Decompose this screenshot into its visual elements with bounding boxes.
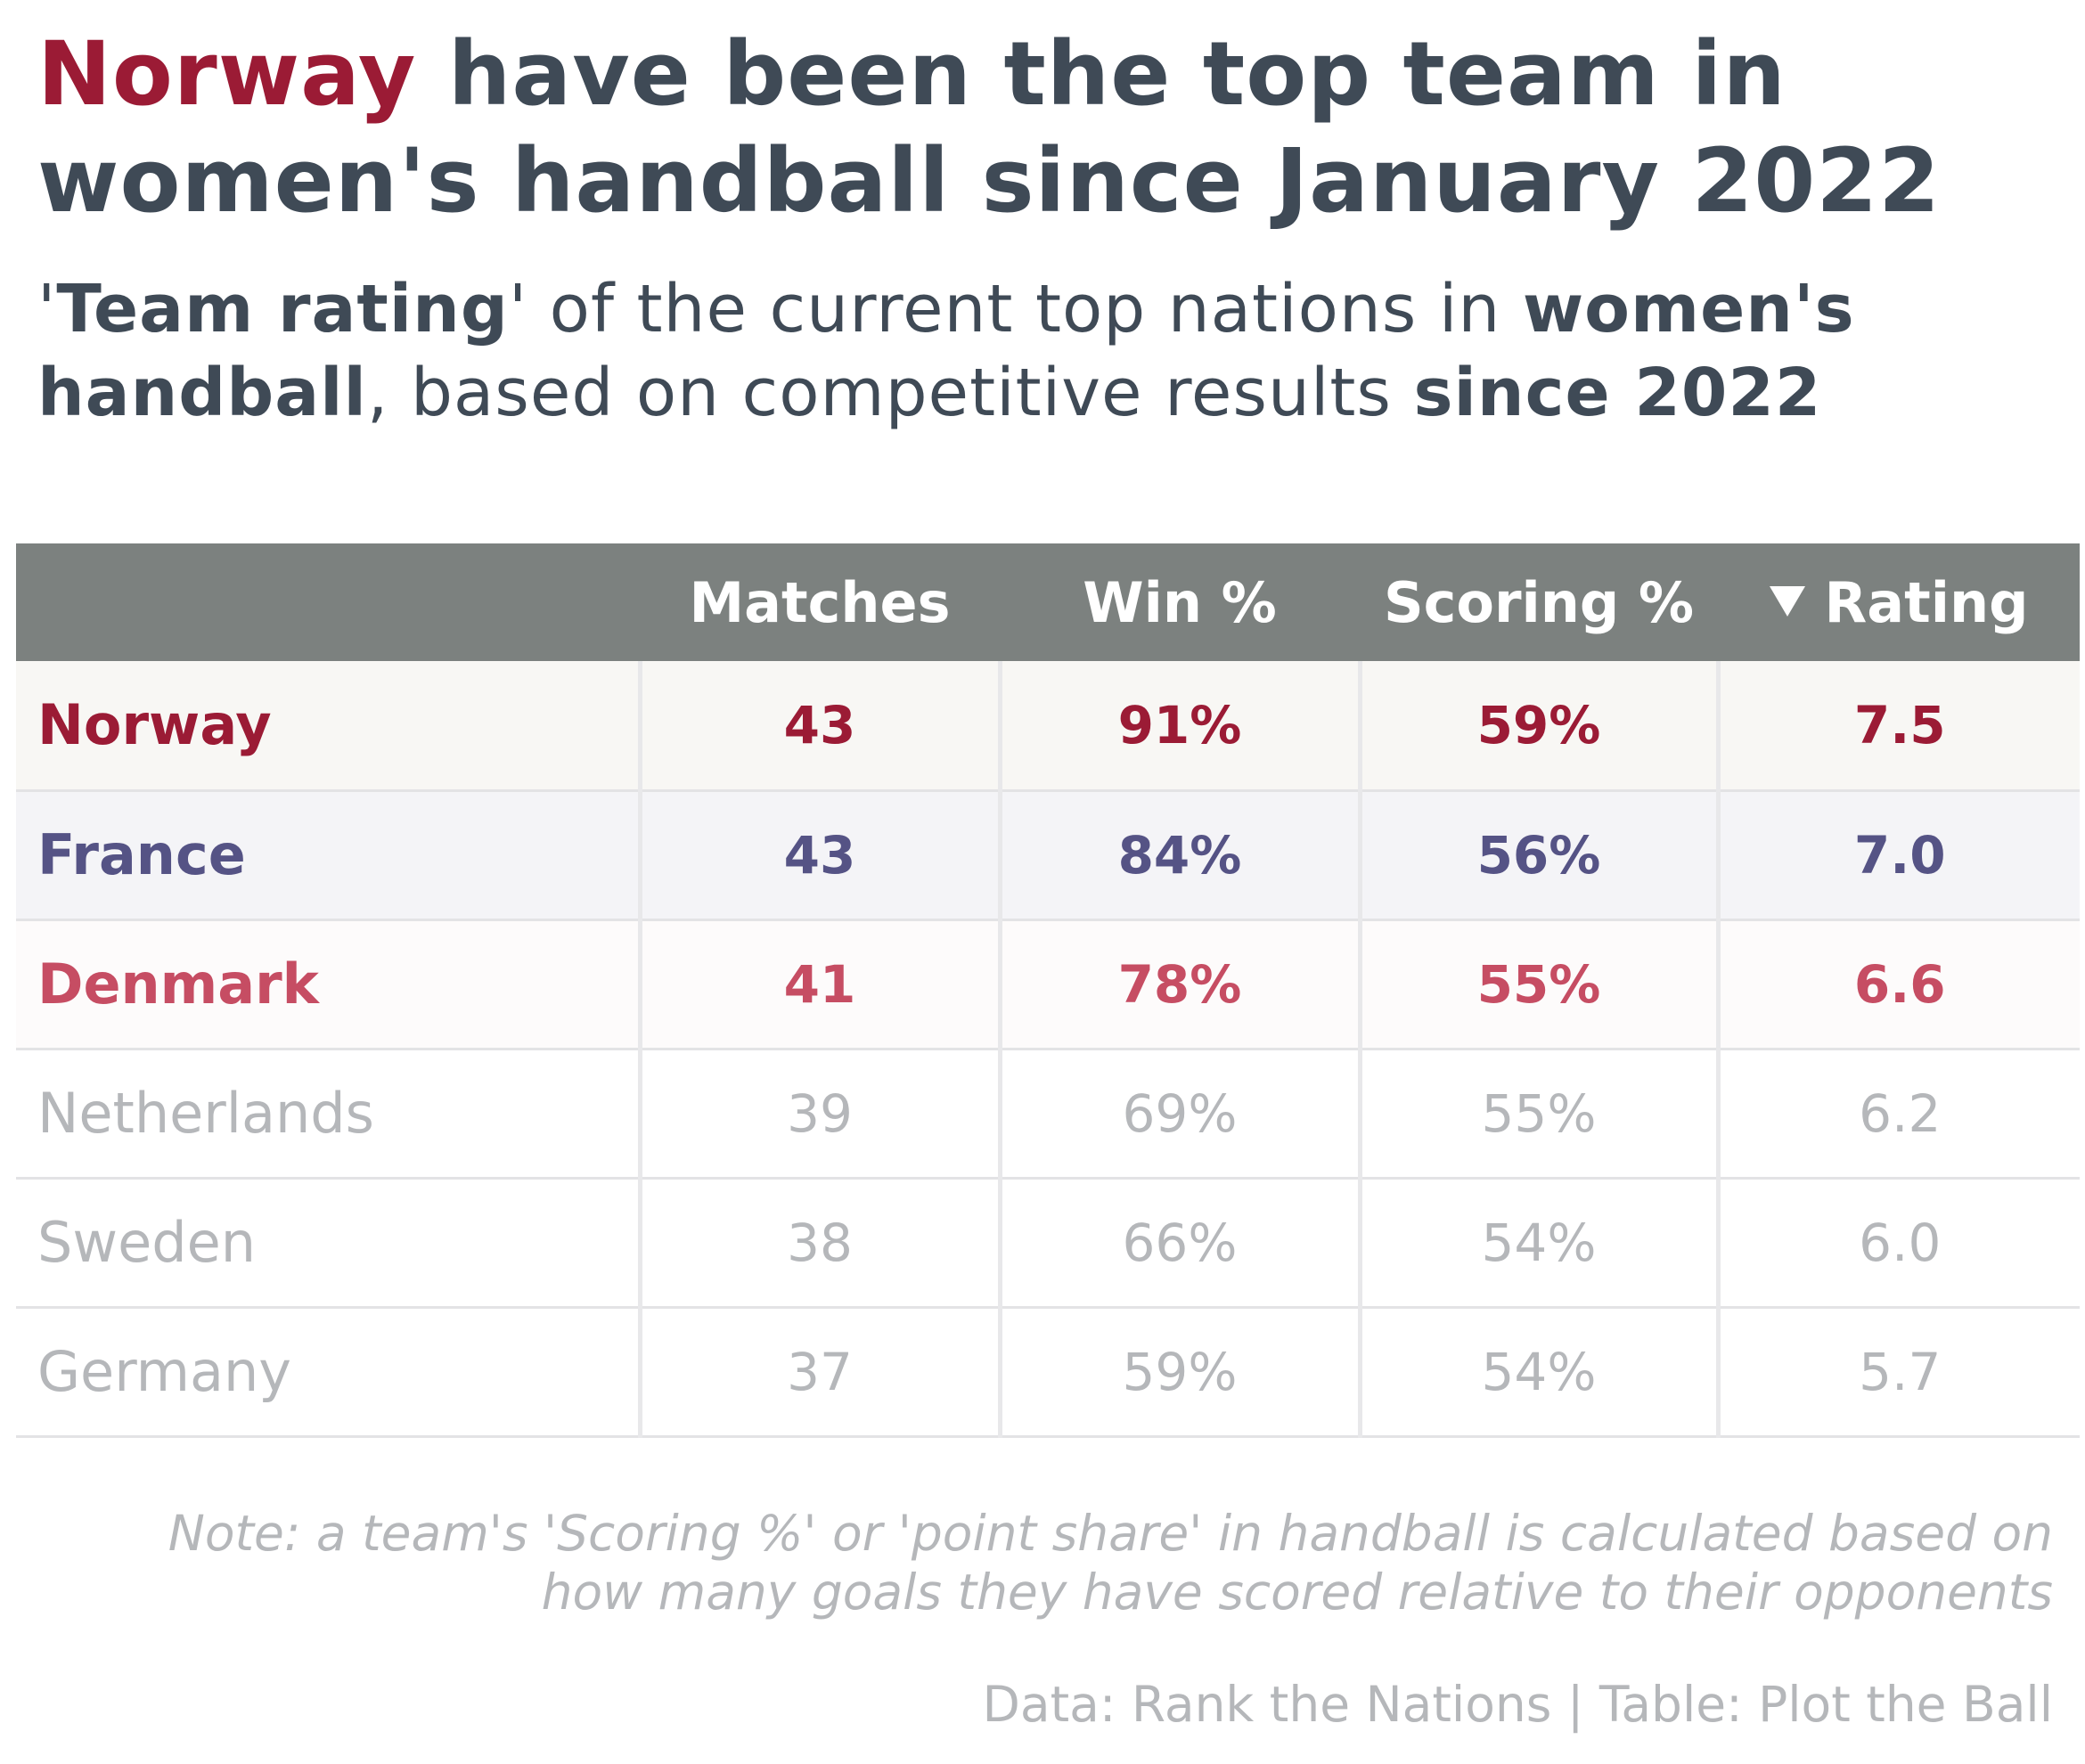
team-name: France	[37, 822, 246, 887]
chart-subtitle: 'Team rating' of the current top nations…	[37, 267, 2051, 435]
matches-cell: 39	[637, 1049, 1000, 1178]
table-row: France 43 84% 56% 7.0	[16, 790, 2080, 919]
team-name: Sweden	[37, 1210, 257, 1275]
matches-cell: 43	[637, 790, 1000, 919]
rating-cell: 6.6	[1715, 919, 2080, 1049]
rating-cell: 6.0	[1715, 1178, 2080, 1307]
matches-cell: 37	[637, 1307, 1000, 1436]
scoring-pct-cell: 54%	[1357, 1178, 1718, 1307]
header-team	[16, 543, 640, 661]
scoring-pct-cell: 55%	[1357, 1049, 1718, 1178]
matches-cell: 38	[637, 1178, 1000, 1307]
subtitle-bold1: Team rating	[56, 271, 509, 347]
scoring-pct-cell: 55%	[1357, 919, 1718, 1049]
sort-down-icon	[1769, 585, 1805, 617]
header-scoring-pct: Scoring %	[1383, 569, 1695, 635]
title-highlight: Norway	[37, 23, 417, 126]
subtitle-part1: '	[37, 271, 57, 347]
win-pct-cell: 69%	[997, 1049, 1360, 1178]
team-name: Denmark	[37, 951, 319, 1017]
rating-cell: 7.0	[1715, 790, 2080, 919]
scoring-pct-cell: 56%	[1357, 790, 1718, 919]
matches-cell: 41	[637, 919, 1000, 1049]
win-pct-cell: 84%	[997, 790, 1360, 919]
win-pct-cell: 78%	[997, 919, 1360, 1049]
scoring-pct-cell: 54%	[1357, 1307, 1718, 1436]
scoring-pct-cell: 59%	[1357, 661, 1718, 790]
header-rating-label: Rating	[1824, 569, 2029, 635]
header-rating: Rating	[1718, 543, 2080, 661]
footnote: Note: a team's 'Scoring %' or 'point sha…	[168, 1505, 2053, 1621]
rating-cell: 7.5	[1715, 661, 2080, 790]
source-credits: Data: Rank the Nations | Table: Plot the…	[982, 1676, 2053, 1733]
ratings-table: Matches Win % Scoring % Rating Norway 43…	[16, 543, 2080, 1438]
subtitle-bold2: women's handball	[37, 271, 1855, 431]
chart-title: Norway have been the top team in women's…	[37, 21, 2051, 235]
title-rest: have been the top team in women's handba…	[37, 23, 1941, 233]
win-pct-cell: 59%	[997, 1307, 1360, 1436]
rating-cell: 6.2	[1715, 1049, 2080, 1178]
subtitle-part3: , based on competitive results	[366, 355, 1414, 431]
table-row: Norway 43 91% 59% 7.5	[16, 661, 2080, 790]
subtitle-part2: ' of the current top nations in	[508, 271, 1523, 347]
win-pct-cell: 91%	[997, 661, 1360, 790]
table-row: Sweden 38 66% 54% 6.0	[16, 1178, 2080, 1307]
table-header-row: Matches Win % Scoring % Rating	[16, 543, 2080, 661]
win-pct-cell: 66%	[997, 1178, 1360, 1307]
team-name: Norway	[37, 692, 272, 758]
header-win-pct: Win %	[1083, 569, 1277, 635]
rating-cell: 5.7	[1715, 1307, 2080, 1436]
matches-cell: 43	[637, 661, 1000, 790]
table-row: Denmark 41 78% 55% 6.6	[16, 919, 2080, 1049]
table-row: Netherlands 39 69% 55% 6.2	[16, 1049, 2080, 1178]
team-name: Germany	[37, 1339, 291, 1404]
team-name: Netherlands	[37, 1081, 374, 1146]
table-row: Germany 37 59% 54% 5.7	[16, 1307, 2080, 1436]
header-matches: Matches	[689, 569, 951, 635]
subtitle-bold3: since 2022	[1413, 355, 1822, 431]
